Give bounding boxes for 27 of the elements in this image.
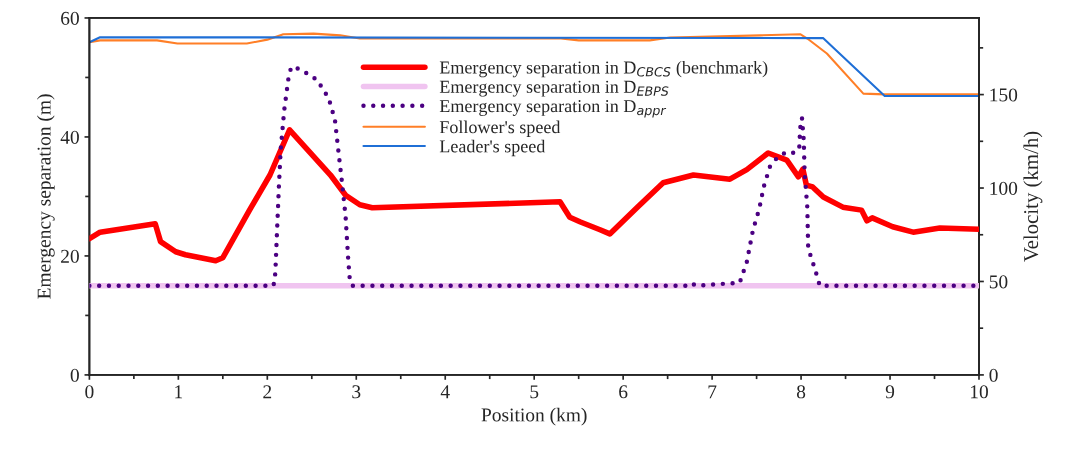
x-tick-label: 2	[263, 385, 272, 399]
y-tick-label: 0	[70, 368, 79, 382]
x-tick-label: 0	[85, 385, 94, 399]
x-tick-label: 6	[619, 385, 628, 399]
legend-label: Emergency separation in D$_{EBPS}$	[439, 80, 669, 97]
x-tick-label: 5	[530, 385, 539, 399]
legend-label: Emergency separation in D$_{appr}$	[439, 100, 667, 118]
y-axis-title: Emergency separation (m)	[36, 94, 55, 299]
x-tick-label: 4	[440, 385, 450, 399]
y-tick-label: 20	[61, 249, 79, 263]
legend-label: Emergency separation in D$_{CBCS}$ (benchmark)	[439, 60, 768, 78]
x-tick-label: 3	[352, 385, 361, 399]
legend-label: Leader's speed	[439, 139, 546, 157]
legend-label: Follower's speed	[439, 120, 561, 137]
x-tick-label: 1	[175, 385, 183, 399]
y-tick-label: 40	[60, 130, 79, 144]
x-tick-label: 10	[970, 385, 988, 399]
x-axis-title: Position (km)	[481, 407, 587, 426]
y2-tick-label: 150	[990, 88, 1018, 102]
x-tick-label: 7	[708, 385, 717, 399]
y2-tick-label: 100	[990, 181, 1018, 195]
y-tick-label: 60	[61, 11, 79, 25]
x-tick-label: 8	[796, 385, 806, 399]
y2-tick-label: 0	[989, 368, 998, 382]
y2-tick-label: 50	[989, 275, 1008, 289]
x-tick-label: 9	[885, 385, 895, 399]
y2-axis-title: Velocity (km/h)	[1023, 131, 1043, 262]
